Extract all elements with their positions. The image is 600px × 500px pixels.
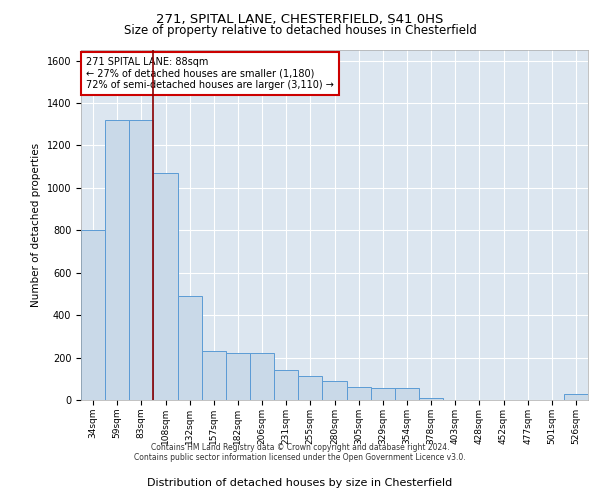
Bar	[395, 388, 419, 400]
Y-axis label: Number of detached properties: Number of detached properties	[31, 143, 41, 307]
Bar	[154, 173, 178, 400]
Bar	[81, 230, 105, 400]
Text: 271 SPITAL LANE: 88sqm
← 27% of detached houses are smaller (1,180)
72% of semi-: 271 SPITAL LANE: 88sqm ← 27% of detached…	[86, 57, 334, 90]
Bar	[419, 398, 443, 400]
Bar	[202, 351, 226, 400]
Bar	[226, 354, 250, 400]
Text: Contains public sector information licensed under the Open Government Licence v3: Contains public sector information licen…	[134, 454, 466, 462]
Bar	[298, 376, 322, 400]
Bar	[564, 394, 588, 400]
Bar	[322, 381, 347, 400]
Bar	[371, 388, 395, 400]
Text: Size of property relative to detached houses in Chesterfield: Size of property relative to detached ho…	[124, 24, 476, 37]
Text: 271, SPITAL LANE, CHESTERFIELD, S41 0HS: 271, SPITAL LANE, CHESTERFIELD, S41 0HS	[157, 12, 443, 26]
Bar	[347, 388, 371, 400]
Bar	[178, 296, 202, 400]
Text: Distribution of detached houses by size in Chesterfield: Distribution of detached houses by size …	[148, 478, 452, 488]
Bar	[105, 120, 129, 400]
Bar	[274, 370, 298, 400]
Bar	[250, 354, 274, 400]
Bar	[129, 120, 154, 400]
Text: Contains HM Land Registry data © Crown copyright and database right 2024.: Contains HM Land Registry data © Crown c…	[151, 444, 449, 452]
